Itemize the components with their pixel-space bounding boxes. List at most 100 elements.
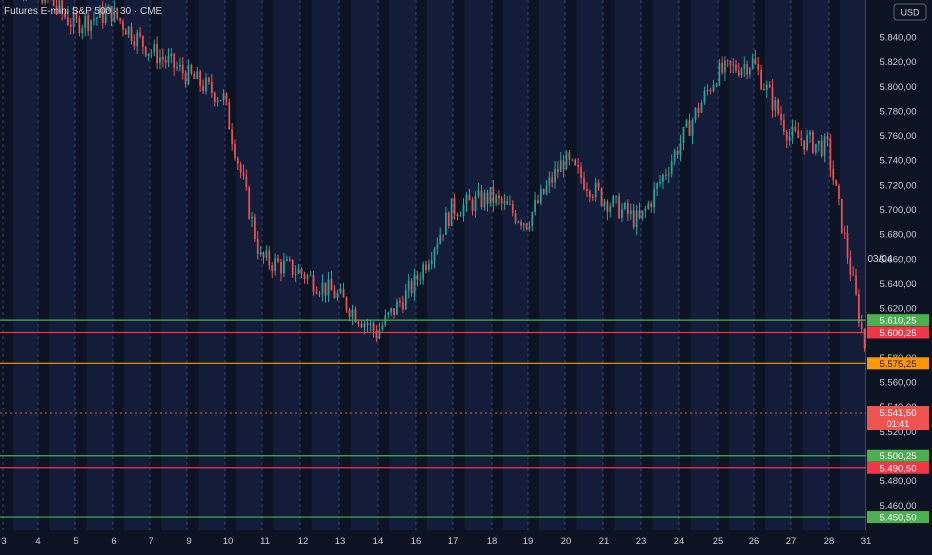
candle-body[interactable] [345,297,348,310]
candle-body[interactable] [309,275,312,277]
candle-body[interactable] [348,309,351,318]
candle-body[interactable] [820,140,823,157]
candle-body[interactable] [288,259,291,261]
candle-body[interactable] [390,308,393,313]
candle-body[interactable] [612,196,615,207]
candle-body[interactable] [372,323,375,331]
candle-body[interactable] [749,68,751,75]
candle-body[interactable] [239,163,242,173]
candle-body[interactable] [312,275,315,292]
candle-body[interactable] [571,159,574,161]
candle-body[interactable] [231,129,233,144]
candle-body[interactable] [262,252,265,258]
candle-body[interactable] [729,60,732,66]
candle-body[interactable] [300,268,303,274]
candle-body[interactable] [265,250,268,258]
candle-body[interactable] [119,18,121,22]
candle-body[interactable] [574,159,577,165]
candle-body[interactable] [520,221,522,226]
candle-body[interactable] [653,188,656,208]
candle-body[interactable] [809,131,811,136]
candle-body[interactable] [360,323,363,328]
candle-body[interactable] [425,264,427,270]
candle-body[interactable] [245,176,248,188]
candle-body[interactable] [339,288,342,293]
candle-body[interactable] [41,0,44,3]
candle-body[interactable] [774,99,777,111]
candle-body[interactable] [271,265,274,271]
candle-body[interactable] [477,190,480,197]
candle-body[interactable] [55,5,58,10]
candle-body[interactable] [554,168,556,183]
candle-body[interactable] [682,126,685,143]
candle-body[interactable] [697,108,700,113]
candle-body[interactable] [64,13,66,18]
candle-body[interactable] [621,208,623,219]
candle-body[interactable] [442,234,444,236]
candle-body[interactable] [656,183,658,189]
candle-body[interactable] [840,198,843,233]
candle-body[interactable] [297,268,300,274]
candle-body[interactable] [213,92,216,103]
candle-body[interactable] [277,258,279,263]
candle-body[interactable] [580,166,582,178]
candle-body[interactable] [104,10,107,23]
candle-body[interactable] [860,322,863,329]
candle-body[interactable] [715,84,718,86]
candle-body[interactable] [559,160,562,173]
candle-body[interactable] [173,53,176,68]
candle-body[interactable] [803,140,806,150]
candle-body[interactable] [849,257,852,275]
candle-body[interactable] [503,201,506,204]
candle-body[interactable] [327,279,330,296]
candle-body[interactable] [147,53,150,56]
candle-body[interactable] [90,20,92,31]
candle-body[interactable] [588,191,591,197]
candle-body[interactable] [375,330,378,339]
candle-body[interactable] [167,56,170,63]
candle-body[interactable] [603,201,606,206]
price-levels[interactable] [0,319,866,518]
candle-body[interactable] [84,15,87,29]
candle-body[interactable] [202,85,204,92]
candle-body[interactable] [98,7,101,18]
candle-body[interactable] [333,290,336,299]
candle-body[interactable] [838,185,840,199]
candle-body[interactable] [768,84,771,88]
candle-body[interactable] [176,67,178,69]
candle-body[interactable] [471,200,474,212]
candle-body[interactable] [737,70,740,76]
candle-body[interactable] [303,273,306,280]
candle-body[interactable] [205,78,207,92]
candle-body[interactable] [624,203,626,209]
candle-body[interactable] [732,64,735,66]
candle-body[interactable] [644,208,647,211]
candle-body[interactable] [586,189,588,192]
candle-body[interactable] [740,68,743,76]
candle-body[interactable] [236,158,239,164]
candle-body[interactable] [791,126,794,137]
candle-body[interactable] [450,198,453,226]
candle-body[interactable] [61,0,64,14]
candle-body[interactable] [184,73,187,84]
currency-button[interactable] [893,3,927,21]
candle-body[interactable] [806,135,808,150]
candle-body[interactable] [378,329,381,339]
candle-body[interactable] [116,7,119,19]
candle-body[interactable] [324,282,327,296]
candle-body[interactable] [480,190,483,208]
candle-body[interactable] [445,212,447,235]
candle-body[interactable] [667,173,670,176]
candle-body[interactable] [679,142,682,156]
candle-body[interactable] [190,64,193,74]
candle-body[interactable] [404,290,407,310]
candle-body[interactable] [509,204,511,206]
candle-body[interactable] [609,206,612,213]
candle-body[interactable] [459,215,462,217]
candle-body[interactable] [401,302,404,310]
candle-body[interactable] [396,301,398,315]
candle-body[interactable] [726,60,729,62]
candle-body[interactable] [492,187,495,204]
candle-body[interactable] [489,187,492,204]
